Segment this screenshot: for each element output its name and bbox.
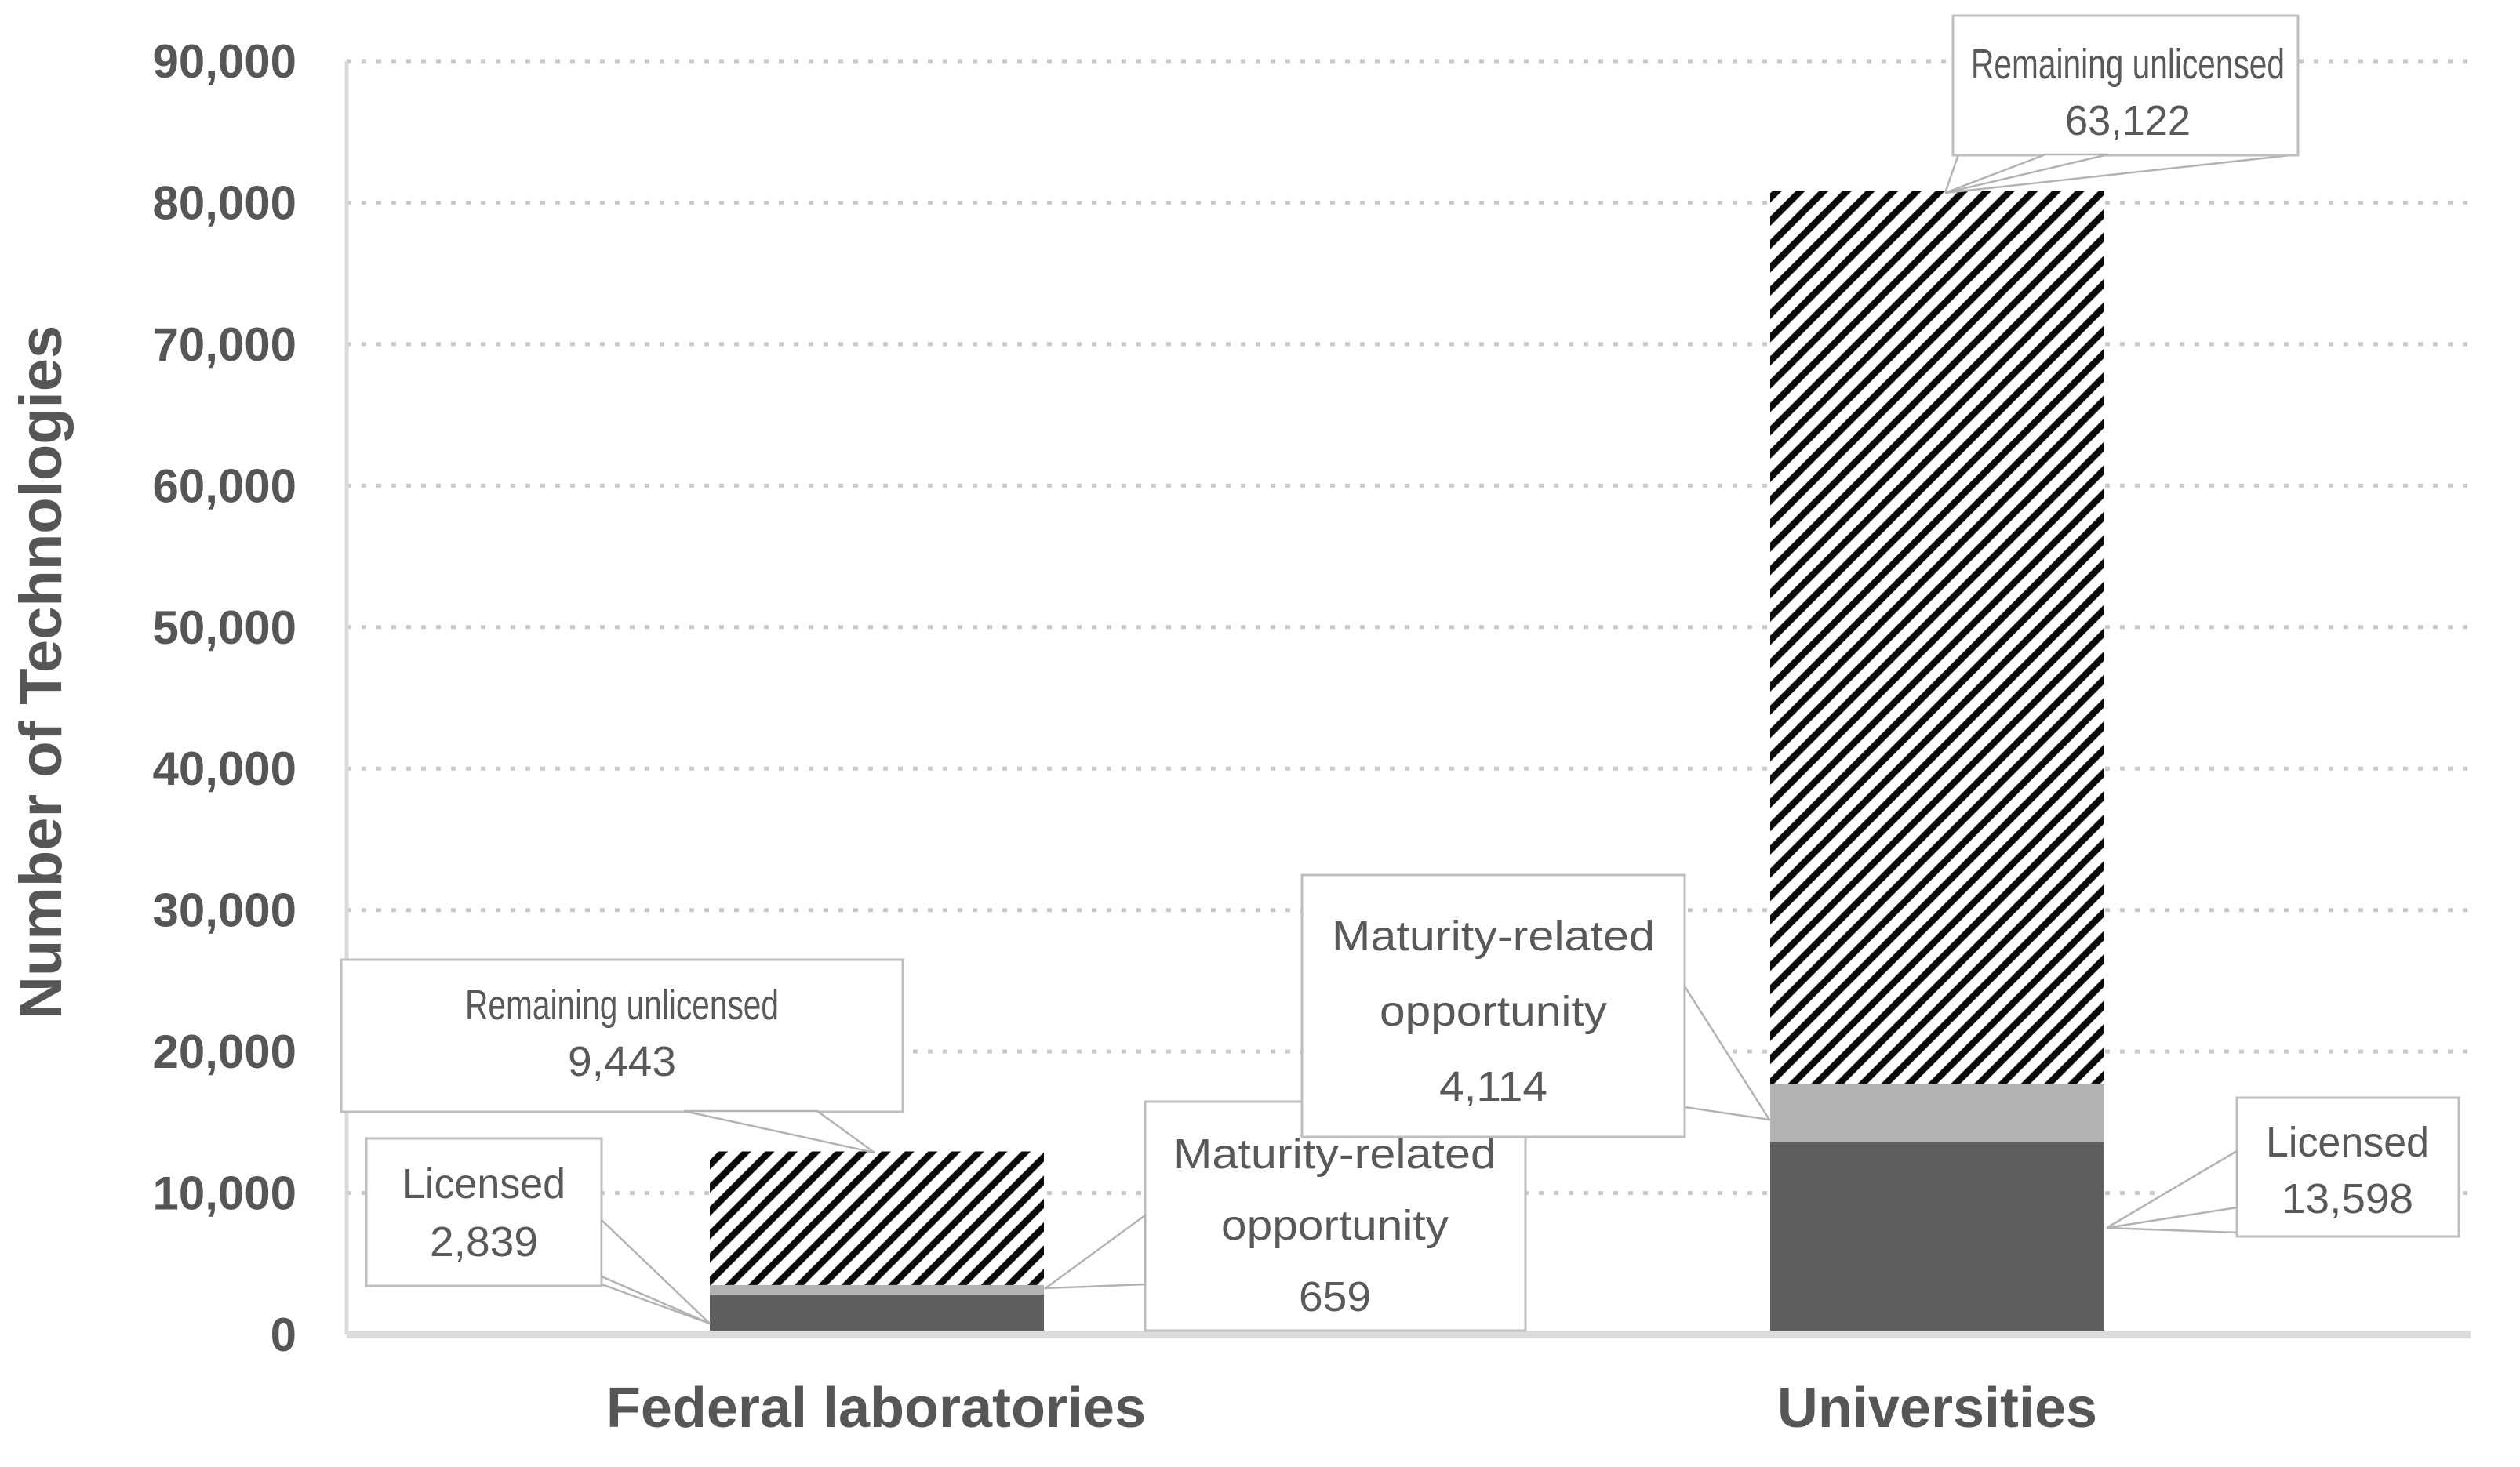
y-tick-label-9: 90,000 [152, 35, 296, 88]
callout-label: Remaining unlicensed [1971, 41, 2285, 88]
bar-segment-universities-licensed [1770, 1142, 2104, 1334]
bar-segment-federal-laboratories-licensed [710, 1294, 1044, 1334]
y-tick-label-0: 0 [271, 1309, 296, 1361]
callout-universities-remaining-unlicensed: Remaining unlicensed 63,122 [1944, 14, 2300, 194]
y-tick-label-1: 10,000 [152, 1167, 296, 1220]
callout-value: 13,598 [2282, 1175, 2413, 1222]
callout-label-line1: Maturity-related [1173, 1131, 1496, 1178]
callout-value: 63,122 [2065, 97, 2191, 144]
bar-segment-federal-laboratories-maturity-related-opportunity [710, 1284, 1044, 1295]
callout-federal-maturity-opportunity: Maturity-related opportunity 659 [1042, 1100, 1527, 1332]
y-tick-label-7: 70,000 [152, 318, 296, 371]
callout-label-line2: opportunity [1380, 988, 1607, 1035]
bar-segment-universities-maturity-related-opportunity [1770, 1084, 2104, 1142]
callout-value: 2,839 [430, 1218, 538, 1265]
callout-universities-licensed: Licensed 13,598 [2106, 1096, 2460, 1238]
y-tick-label-3: 30,000 [152, 884, 296, 937]
bar-segment-federal-laboratories-remaining-unlicensed [710, 1151, 1044, 1285]
callout-label: Remaining unlicensed [465, 982, 779, 1029]
bar-series [710, 191, 2104, 1334]
y-tick-label-6: 60,000 [152, 459, 296, 512]
callout-label: Licensed [402, 1160, 565, 1207]
callout-label-line2: opportunity [1221, 1202, 1449, 1249]
y-tick-label-5: 50,000 [152, 601, 296, 654]
callout-federal-remaining-unlicensed: Remaining unlicensed 9,443 [340, 958, 904, 1154]
y-tick-label-8: 80,000 [152, 176, 296, 229]
y-tick-label-2: 20,000 [152, 1026, 296, 1078]
category-label-federal-laboratories: Federal laboratories [606, 1377, 1146, 1440]
callout-value: 9,443 [568, 1038, 676, 1085]
y-axis-title: Number of Technologies [8, 325, 75, 1019]
callout-federal-licensed: Licensed 2,839 [365, 1137, 711, 1325]
category-label-universities: Universities [1777, 1377, 2097, 1440]
bar-segment-universities-remaining-unlicensed [1770, 191, 2104, 1084]
callout-value: 659 [1299, 1273, 1371, 1320]
callout-label: Licensed [2266, 1119, 2429, 1166]
callout-universities-maturity-opportunity: Maturity-related opportunity 4,114 [1300, 873, 1772, 1138]
callout-label-line1: Maturity-related [1332, 913, 1655, 960]
y-axis-tick-labels: 0 10,000 20,000 30,000 40,000 50,000 60,000 70,… [152, 35, 296, 1361]
callout-value: 4,114 [1439, 1063, 1547, 1110]
y-tick-label-4: 40,000 [152, 743, 296, 795]
